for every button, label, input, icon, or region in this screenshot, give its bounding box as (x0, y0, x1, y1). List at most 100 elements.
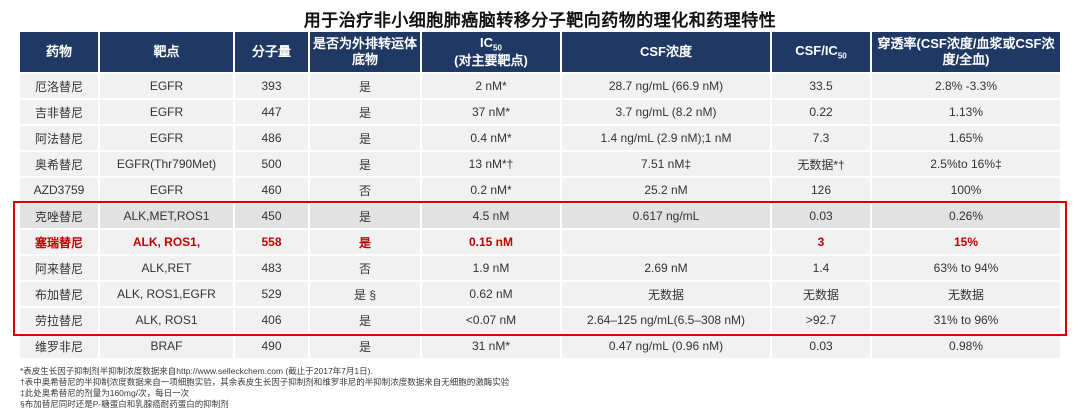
table-cell: 无数据*† (772, 152, 870, 176)
table-cell: 0.617 ng/mL (562, 204, 770, 228)
table-cell: 塞瑞替尼 (20, 230, 98, 254)
table-cell: 阿法替尼 (20, 126, 98, 150)
table-cell: 是 (310, 126, 420, 150)
table-cell: 厄洛替尼 (20, 74, 98, 98)
table-cell: 450 (235, 204, 308, 228)
table-row: 阿法替尼 EGFR 486 是 0.4 nM* 1.4 ng/mL (2.9 nM);1 … (20, 126, 1060, 150)
table-cell: 1.13% (872, 100, 1060, 124)
table-cell: 0.15 nM (422, 230, 560, 254)
footnote-section: §布加替尼同时还是P-糖蛋白和乳腺癌耐药蛋白的抑制剂 (20, 399, 229, 409)
table-row: 奥希替尼 EGFR(Thr790Met) 500 是 13 nM*† 7.51 nM‡ 无数… (20, 152, 1060, 176)
table-cell: 7.51 nM‡ (562, 152, 770, 176)
table-row: 阿来替尼 ALK,RET 483 否 1.9 nM 2.69 nM 1.4 63% to 94… (20, 256, 1060, 280)
table-cell: 63% to 94% (872, 256, 1060, 280)
column-header-penetration: 穿透率(CSF浓度/血浆或CSF浓度/全血) (872, 32, 1060, 72)
table-cell: ALK, ROS1 (100, 308, 233, 332)
table-cell: 是 (310, 334, 420, 358)
column-header-drug: 药物 (20, 32, 98, 72)
table-cell: 529 (235, 282, 308, 306)
column-header-csf-ic50: CSF/IC50 (772, 32, 870, 72)
table-cell: 2.64–125 ng/mL(6.5–308 nM) (562, 308, 770, 332)
header-row: 药物 靶点 分子量 是否为外排转运体底物 IC50 (对主要靶点) CSF浓度 CSF/IC5… (20, 32, 1060, 72)
table-body: 厄洛替尼 EGFR 393 是 2 nM* 28.7 ng/mL (66.9 nM) 33.… (20, 74, 1060, 358)
table-cell: 447 (235, 100, 308, 124)
table-cell: 维罗非尼 (20, 334, 98, 358)
table-cell: 490 (235, 334, 308, 358)
table-cell: 是 (310, 100, 420, 124)
footnote-asterisk: *表皮生长因子抑制剂半抑制浓度数据来自http://www.selleckche… (20, 366, 373, 376)
table-cell: 是 (310, 74, 420, 98)
table-cell: 无数据 (772, 282, 870, 306)
table-cell: 2.69 nM (562, 256, 770, 280)
table-cell: 483 (235, 256, 308, 280)
column-header-mol-weight: 分子量 (235, 32, 308, 72)
table-cell: EGFR (100, 126, 233, 150)
table-cell: ALK,MET,ROS1 (100, 204, 233, 228)
table-cell: 布加替尼 (20, 282, 98, 306)
table-cell: 31 nM* (422, 334, 560, 358)
table-cell: 28.7 ng/mL (66.9 nM) (562, 74, 770, 98)
table-cell: 0.03 (772, 334, 870, 358)
table-cell: 2.5%to 16%‡ (872, 152, 1060, 176)
footnote-dagger: †表中奥希替尼的半抑制浓度数据来自一项细胞实验，其余表皮生长因子抑制剂和维罗非尼… (20, 377, 510, 387)
table-cell: 阿来替尼 (20, 256, 98, 280)
footnotes: *表皮生长因子抑制剂半抑制浓度数据来自http://www.selleckche… (20, 366, 509, 410)
table-cell: 3.7 ng/mL (8.2 nM) (562, 100, 770, 124)
table-cell: 1.4 ng/mL (2.9 nM);1 nM (562, 126, 770, 150)
table-cell: AZD3759 (20, 178, 98, 202)
table-cell: 4.5 nM (422, 204, 560, 228)
table-cell: 是 § (310, 282, 420, 306)
table-row: 吉非替尼 EGFR 447 是 37 nM* 3.7 ng/mL (8.2 nM) 0.22… (20, 100, 1060, 124)
table-cell: 25.2 nM (562, 178, 770, 202)
drug-properties-table: 药物 靶点 分子量 是否为外排转运体底物 IC50 (对主要靶点) CSF浓度 CSF/IC5… (18, 30, 1062, 360)
table-cell: 100% (872, 178, 1060, 202)
table-cell: 1.65% (872, 126, 1060, 150)
table-row: 塞瑞替尼 ALK, ROS1, 558 是 0.15 nM 3 15% (20, 230, 1060, 254)
table-cell: 1.4 (772, 256, 870, 280)
table-cell: 2 nM* (422, 74, 560, 98)
table-cell: 无数据 (872, 282, 1060, 306)
table-cell: 吉非替尼 (20, 100, 98, 124)
table-cell: 460 (235, 178, 308, 202)
column-header-csf-conc: CSF浓度 (562, 32, 770, 72)
table-cell: 是 (310, 230, 420, 254)
table-cell: >92.7 (772, 308, 870, 332)
table-row: 厄洛替尼 EGFR 393 是 2 nM* 28.7 ng/mL (66.9 nM) 33.… (20, 74, 1060, 98)
table-cell: 0.98% (872, 334, 1060, 358)
table-cell: 0.47 ng/mL (0.96 nM) (562, 334, 770, 358)
table-row: 布加替尼 ALK, ROS1,EGFR 529 是 § 0.62 nM 无数据 无数据 无数据 (20, 282, 1060, 306)
table-cell: 0.22 (772, 100, 870, 124)
table-cell: 否 (310, 256, 420, 280)
table-row: AZD3759 EGFR 460 否 0.2 nM* 25.2 nM 126 100% (20, 178, 1060, 202)
table-cell: EGFR (100, 178, 233, 202)
table-cell: 奥希替尼 (20, 152, 98, 176)
page-title: 用于治疗非小细胞肺癌脑转移分子靶向药物的理化和药理特性 (303, 11, 777, 30)
table-cell: 是 (310, 152, 420, 176)
table-cell: 0.62 nM (422, 282, 560, 306)
table-cell: 1.9 nM (422, 256, 560, 280)
table-cell: <0.07 nM (422, 308, 560, 332)
table-cell: 0.26% (872, 204, 1060, 228)
table-cell: 500 (235, 152, 308, 176)
table-cell: 是 (310, 204, 420, 228)
table-cell: 0.4 nM* (422, 126, 560, 150)
table-row: 维罗非尼 BRAF 490 是 31 nM* 0.47 ng/mL (0.96 nM) 0.… (20, 334, 1060, 358)
table-cell: 393 (235, 74, 308, 98)
table-cell: BRAF (100, 334, 233, 358)
table-cell: 406 (235, 308, 308, 332)
column-header-target: 靶点 (100, 32, 233, 72)
table-cell: EGFR (100, 100, 233, 124)
table-cell: EGFR (100, 74, 233, 98)
table-cell: ALK, ROS1, (100, 230, 233, 254)
table-cell: ALK, ROS1,EGFR (100, 282, 233, 306)
table-cell: 是 (310, 308, 420, 332)
footnote-double-dagger: ‡此处奥希替尼的剂量为160mg/次，每日一次 (20, 388, 190, 398)
table-row: 劳拉替尼 ALK, ROS1 406 是 <0.07 nM 2.64–125 ng/mL(… (20, 308, 1060, 332)
table-cell: ALK,RET (100, 256, 233, 280)
table-cell: 13 nM*† (422, 152, 560, 176)
table-cell: 无数据 (562, 282, 770, 306)
table-cell: 0.03 (772, 204, 870, 228)
table-cell: 33.5 (772, 74, 870, 98)
table-cell: 31% to 96% (872, 308, 1060, 332)
